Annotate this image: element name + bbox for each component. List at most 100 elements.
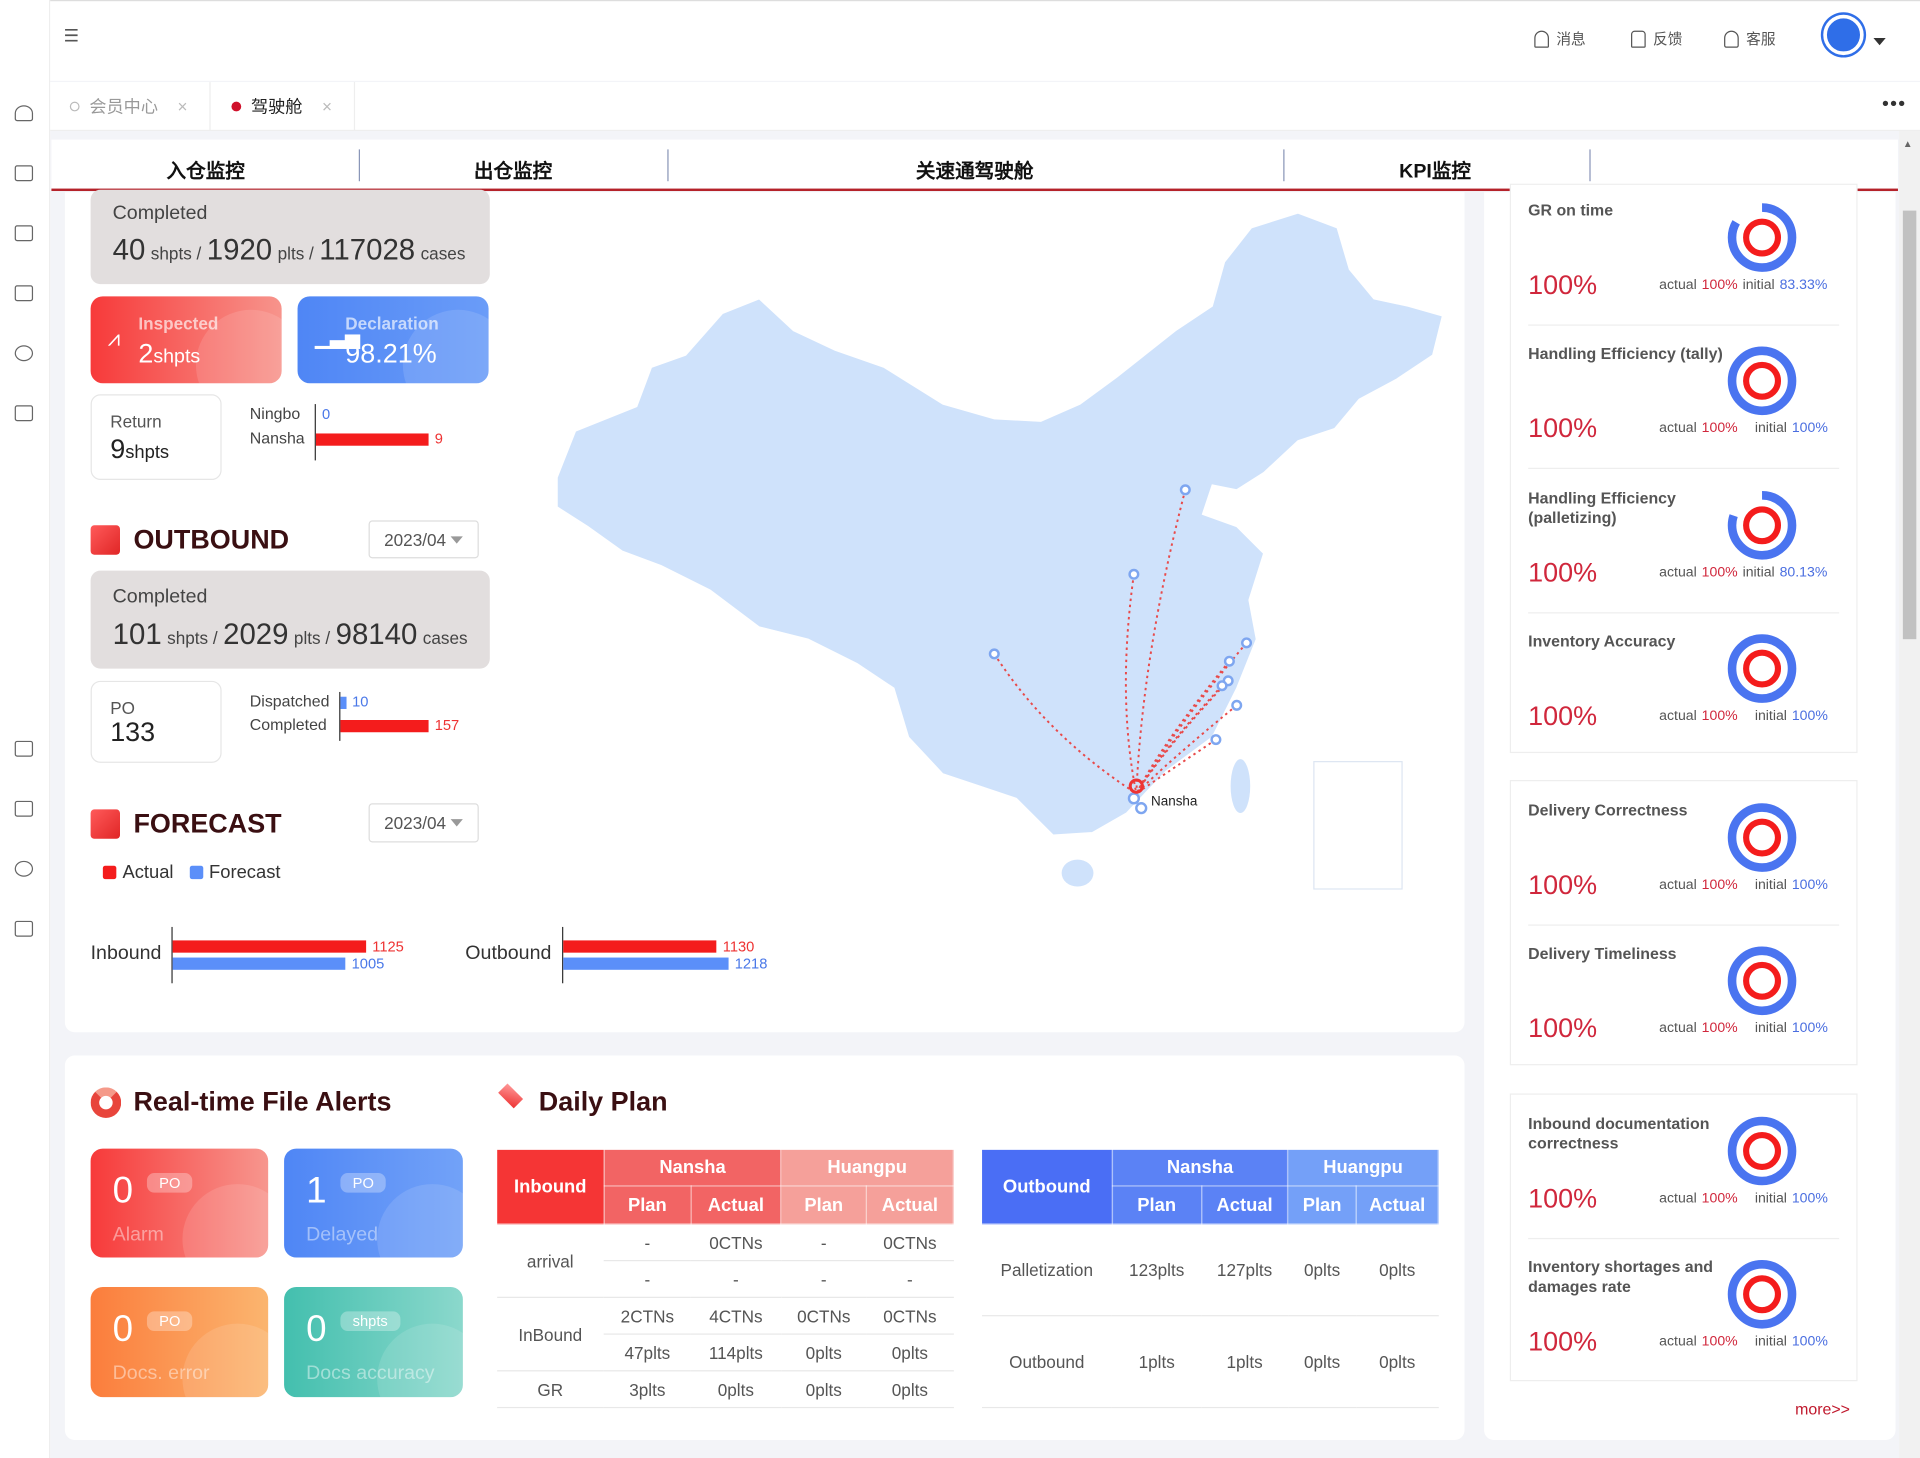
month-value: 2023/04 [384, 813, 447, 833]
kpi-donut-chart [1727, 346, 1797, 416]
document-icon[interactable] [14, 285, 34, 302]
feedback-label: 反馈 [1653, 30, 1683, 48]
axis-line [314, 404, 316, 461]
plts-value: 2029 [223, 618, 289, 652]
kpi-donut-chart [1727, 491, 1797, 560]
actual-ring [1743, 361, 1782, 400]
table-body: Palletization 123plts 127plts 0plts 0plts Out… [981, 1223, 1439, 1409]
contact-card-icon[interactable] [14, 920, 34, 937]
table-row: 47plts 114plts 0plts 0plts [497, 1334, 954, 1372]
bar-chart-icon: ▁▃▅ [314, 328, 360, 349]
city-marker[interactable] [1210, 734, 1222, 746]
subnav-inbound-monitor[interactable]: 入仓监控 [166, 161, 245, 183]
city-marker[interactable] [988, 648, 1000, 660]
alerts-title: Real-time File Alerts [133, 1086, 392, 1117]
city-marker[interactable] [1179, 484, 1191, 496]
subnav-outbound-monitor[interactable]: 出仓监控 [473, 161, 553, 183]
user-icon[interactable] [14, 105, 34, 122]
outbound-month-select[interactable]: 2023/04 [368, 520, 479, 559]
tab-label: 会员中心 [89, 96, 158, 117]
service-label: 客服 [1746, 30, 1776, 48]
actual-ring [1743, 218, 1782, 257]
initial-ring [1727, 634, 1797, 703]
declaration-card[interactable]: ▁▃▅ Declaration 98.21% [297, 296, 489, 384]
subnav-customs-cockpit[interactable]: 关速通驾驶舱 [915, 161, 1034, 183]
table-cell: 0CTNs [781, 1297, 867, 1335]
bar-value: 1130 [722, 937, 755, 956]
kpi-detail: actual 100% initial 100% [1659, 878, 1828, 893]
alert-label: Alarm [112, 1224, 164, 1246]
feedback-button[interactable]: 反馈 [1631, 28, 1682, 49]
divider [1589, 149, 1591, 182]
group-header: Nansha [603, 1148, 782, 1187]
scrollbar-thumb[interactable] [1902, 210, 1917, 640]
nansha-marker[interactable] [1127, 792, 1141, 805]
kpi-title: Delivery Correctness [1528, 800, 1688, 820]
kpi-item: Delivery Correctness 100% actual 100% initia… [1510, 796, 1858, 931]
more-link[interactable]: more>> [1795, 1399, 1850, 1418]
close-icon[interactable]: × [177, 96, 188, 117]
close-icon[interactable]: × [322, 96, 333, 117]
divider [1528, 612, 1840, 614]
actual-value: 100% [1701, 277, 1738, 293]
alert-value: 0 [306, 1308, 327, 1350]
category-label: Outbound [465, 942, 552, 964]
service-button[interactable]: 客服 [1724, 28, 1776, 49]
table-row: Palletization 123plts 127plts 0plts 0plts [981, 1223, 1439, 1317]
bar-label: Completed [249, 715, 327, 734]
alert-card-alarm[interactable]: 0 PO Alarm [90, 1148, 269, 1258]
table-cell: 3plts [604, 1370, 691, 1409]
tab-member-center[interactable]: 会员中心 × [50, 82, 211, 132]
table-cell: 0CTNs [690, 1223, 782, 1262]
city-marker[interactable] [1216, 680, 1228, 692]
chevron-down-icon[interactable] [1873, 37, 1886, 46]
initial-label: initial [1754, 1334, 1787, 1350]
nansha-label: Nansha [1151, 794, 1198, 809]
city-marker[interactable] [1128, 568, 1140, 580]
nansha-marker[interactable] [1135, 802, 1148, 815]
return-bar-chart: Ningbo 0 Nansha 9 [233, 404, 478, 461]
initial-label: initial [1742, 277, 1775, 293]
sub-header: Plan [780, 1185, 868, 1225]
messages-button[interactable]: 消息 [1534, 28, 1586, 49]
table-cell: - [781, 1260, 867, 1298]
scrollbar[interactable]: ▲ [1899, 131, 1920, 1458]
actual-ring [1743, 1275, 1782, 1314]
subnav-kpi-monitor[interactable]: KPI监控 [1399, 161, 1472, 183]
kpi-value: 100% [1528, 412, 1598, 444]
currency-icon[interactable] [14, 345, 34, 362]
more-icon[interactable]: ••• [1882, 94, 1907, 116]
city-marker[interactable] [1241, 637, 1253, 649]
divider [667, 149, 669, 182]
axis-line [562, 926, 564, 984]
document-icon[interactable] [14, 800, 34, 817]
initial-ring [1727, 203, 1797, 272]
route-line [1135, 489, 1187, 794]
tab-cockpit[interactable]: 驾驶舱 × [212, 82, 356, 132]
avatar[interactable] [1823, 14, 1864, 56]
actual-value: 100% [1701, 421, 1738, 436]
city-marker[interactable] [1231, 699, 1243, 711]
currency-icon[interactable] [14, 860, 34, 877]
alert-card-docs-error[interactable]: 0 PO Docs. error [90, 1286, 269, 1398]
actual-label: actual [1659, 421, 1697, 436]
calendar-icon[interactable] [14, 225, 34, 242]
forecast-month-select[interactable]: 2023/04 [368, 803, 479, 843]
row-label: GR [496, 1370, 605, 1409]
contact-card-icon[interactable] [14, 405, 34, 422]
alert-card-delayed[interactable]: 1 PO Delayed [284, 1148, 463, 1258]
actual-value: 100% [1701, 1021, 1738, 1036]
actual-ring [1743, 649, 1782, 688]
alert-card-docs-accuracy[interactable]: 0 shpts Docs accuracy [284, 1286, 463, 1398]
city-marker[interactable] [1223, 655, 1235, 667]
bar-value: 1125 [372, 937, 404, 956]
calendar-icon[interactable] [14, 740, 34, 757]
scroll-up-arrow-icon[interactable]: ▲ [1902, 138, 1913, 150]
group-header: Huangpu [1287, 1148, 1439, 1187]
actual-label: actual [1659, 877, 1697, 893]
monitor-icon[interactable] [14, 165, 34, 182]
table-row: Outbound 1plts 1plts 0plts 0plts [981, 1315, 1439, 1409]
kpi-item: GR on time 100% actual 100% initial 83.33% [1510, 196, 1858, 331]
menu-toggle-icon[interactable]: ☰ [63, 25, 80, 46]
inspected-card[interactable]: ⩘ Inspected 2shpts [90, 296, 282, 384]
